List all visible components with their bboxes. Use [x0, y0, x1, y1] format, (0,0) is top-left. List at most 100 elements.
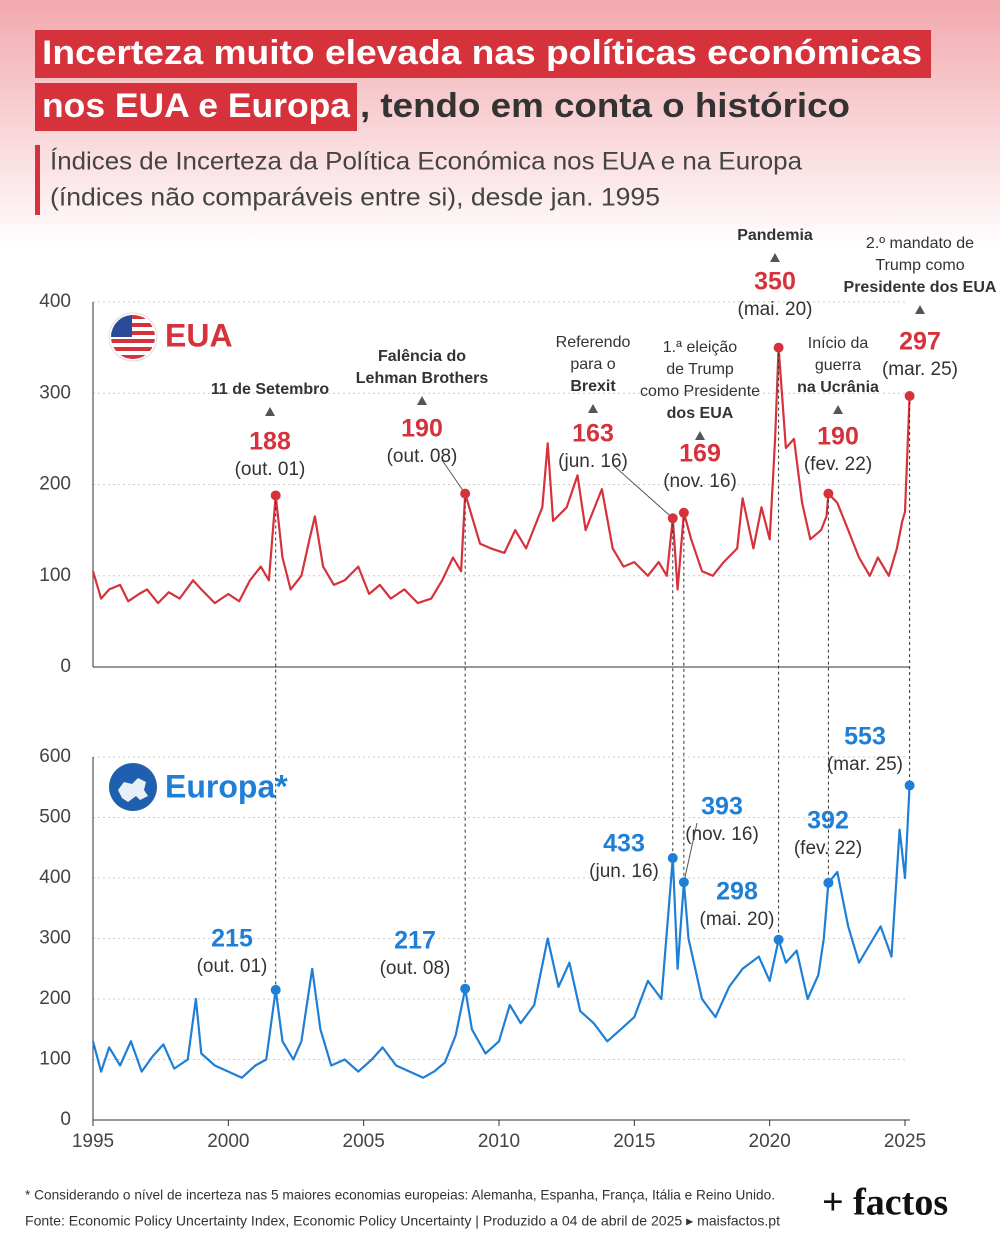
subtitle: (índices não comparáveis entre si), desd… [50, 184, 660, 212]
annotation-value: 298 [716, 878, 758, 906]
annotation-point [460, 983, 471, 994]
line-series [91, 346, 911, 605]
annotation-point [667, 853, 678, 864]
y-tick-label: 0 [60, 656, 71, 677]
x-tick-label: 2020 [749, 1131, 791, 1152]
annotation-point [678, 877, 689, 888]
annotation-arrow [770, 253, 780, 262]
annotation-event: Presidente dos EUA [844, 279, 997, 296]
annotation-date: (jun. 16) [558, 451, 628, 472]
annotation-event: 1.ª eleição [663, 339, 738, 356]
leader [683, 822, 698, 883]
annotation-date: (mai. 20) [700, 909, 775, 930]
annotation-value: 393 [701, 793, 743, 821]
panel-title: Europa* [165, 768, 288, 804]
annotation-arrow [833, 405, 843, 414]
annotation-value: 297 [899, 328, 941, 356]
annotation-date: (mar. 25) [827, 754, 903, 775]
y-tick-label: 100 [39, 1049, 71, 1070]
annotation-value: 217 [394, 927, 436, 955]
annotation-event: Trump como [875, 257, 964, 274]
x-tick-label: 1995 [72, 1131, 114, 1152]
annotation-date: (fev. 22) [804, 454, 872, 475]
annotation-event: Lehman Brothers [356, 370, 489, 387]
annotation-event: Referendo [556, 334, 631, 351]
annotation-value: 433 [603, 830, 645, 858]
y-tick-label: 500 [39, 807, 71, 828]
source: Fonte: Economic Policy Uncertainty Index… [25, 1213, 780, 1229]
x-tick-label: 2015 [613, 1131, 655, 1152]
y-tick-label: 200 [39, 474, 71, 495]
annotation-point [773, 934, 784, 945]
annotation-point [773, 342, 784, 353]
line-series [91, 785, 911, 1079]
y-tick-label: 400 [39, 291, 71, 312]
leader [612, 464, 674, 519]
annotation-arrow [588, 404, 598, 413]
annotation-event: para o [570, 356, 615, 373]
eu-icon [109, 763, 157, 811]
logo: + factos [822, 1182, 948, 1224]
annotation-value: 392 [807, 807, 849, 835]
annotation-value: 188 [249, 428, 291, 456]
annotation-value: 215 [211, 925, 253, 953]
annotation-value: 169 [679, 440, 721, 468]
annotation-date: (mai. 20) [738, 299, 813, 320]
annotation-point [270, 984, 281, 995]
annotation-point [823, 488, 834, 499]
annotation-date: (nov. 16) [685, 824, 759, 845]
annotation-point [270, 490, 281, 501]
annotation-value: 553 [844, 723, 886, 751]
annotation-point [460, 488, 471, 499]
subtitle-bar [35, 145, 40, 215]
title-box [35, 83, 357, 131]
title: Incerteza muito elevada nas políticas ec… [42, 34, 922, 72]
title: nos EUA e Europa [42, 87, 351, 125]
y-tick-label: 600 [39, 746, 71, 767]
title-box [35, 30, 931, 78]
annotation-event: Início da [808, 335, 869, 352]
annotation-event: guerra [815, 357, 861, 374]
annotation-date: (nov. 16) [663, 471, 737, 492]
x-tick-label: 2025 [884, 1131, 926, 1152]
annotation-value: 350 [754, 268, 796, 296]
annotation-date: (out. 01) [197, 956, 268, 977]
annotation-point [667, 513, 678, 524]
annotation-date: (jun. 16) [589, 861, 659, 882]
annotation-value: 190 [817, 423, 859, 451]
annotation-date: (mar. 25) [882, 359, 958, 380]
annotation-arrow [915, 305, 925, 314]
annotation-event: 11 de Setembro [211, 381, 330, 398]
x-tick-label: 2000 [207, 1131, 249, 1152]
annotation-date: (out. 01) [235, 459, 306, 480]
annotation-date: (fev. 22) [794, 838, 862, 859]
title: , tendo em conta o histórico [360, 87, 850, 125]
annotation-point [904, 780, 915, 791]
annotation-date: (out. 08) [380, 958, 451, 979]
y-tick-label: 200 [39, 988, 71, 1009]
annotation-arrow [695, 431, 705, 440]
annotation-event: Pandemia [737, 227, 813, 244]
annotation-value: 163 [572, 420, 614, 448]
y-tick-label: 0 [60, 1109, 71, 1130]
annotation-event: dos EUA [667, 405, 734, 422]
y-tick-label: 400 [39, 867, 71, 888]
x-tick-label: 2005 [343, 1131, 385, 1152]
annotation-date: (out. 08) [387, 446, 458, 467]
annotation-value: 190 [401, 415, 443, 443]
annotation-event: 2.º mandato de [866, 235, 974, 252]
annotation-event: Brexit [570, 378, 616, 395]
annotation-point [904, 390, 915, 401]
leader [441, 459, 466, 494]
annotation-event: na Ucrânia [797, 379, 879, 396]
annotation-point [678, 507, 689, 518]
us-flag [108, 312, 158, 362]
annotation-point [823, 877, 834, 888]
panel-title: EUA [165, 317, 233, 353]
annotation-arrow [417, 396, 427, 405]
annotation-arrow [265, 407, 275, 416]
y-tick-label: 300 [39, 928, 71, 949]
footnote: * Considerando o nível de incerteza nas … [25, 1187, 775, 1203]
